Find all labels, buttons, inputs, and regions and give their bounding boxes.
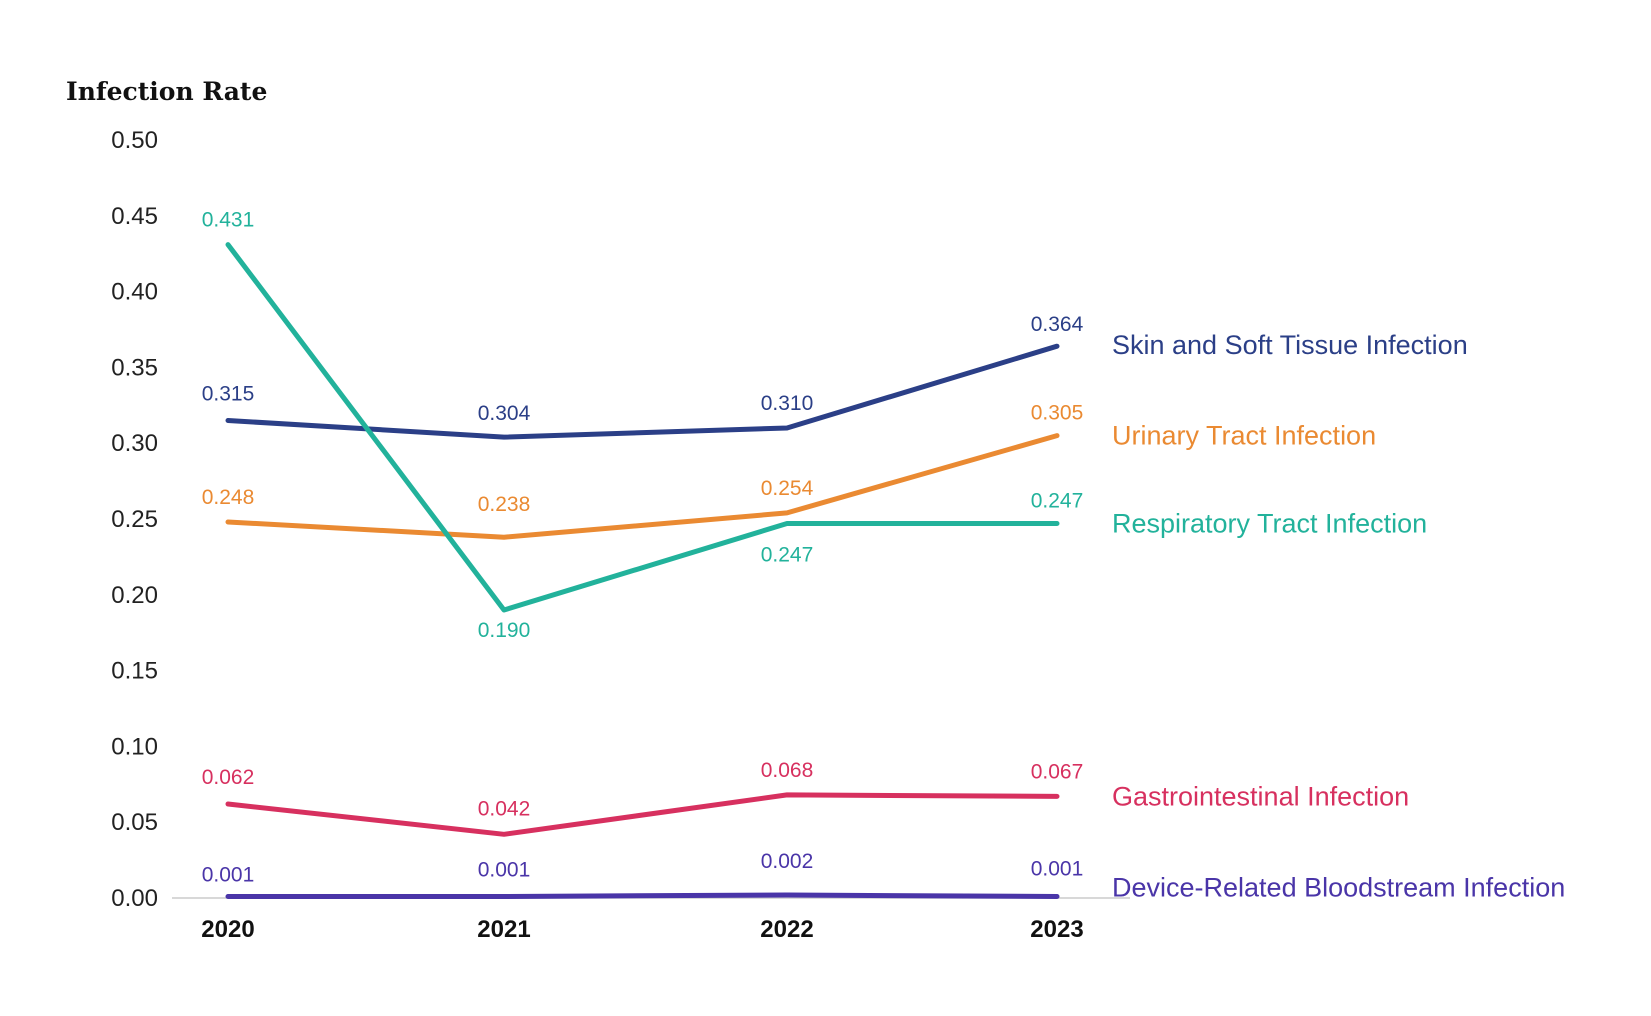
x-tick-label: 2020 bbox=[201, 916, 254, 943]
data-label: 0.068 bbox=[761, 759, 814, 782]
series-line bbox=[225, 343, 1060, 440]
data-label: 0.364 bbox=[1031, 313, 1084, 336]
series-name-label: Respiratory Tract Infection bbox=[1112, 509, 1427, 539]
y-tick-label: 0.25 bbox=[111, 506, 158, 533]
y-tick-label: 0.15 bbox=[111, 658, 158, 685]
data-label: 0.305 bbox=[1031, 402, 1084, 425]
y-tick-label: 0.30 bbox=[111, 430, 158, 457]
data-label: 0.304 bbox=[478, 402, 531, 425]
y-tick-label: 0.35 bbox=[111, 354, 158, 381]
y-tick-label: 0.00 bbox=[111, 885, 158, 912]
series-line bbox=[225, 433, 1060, 540]
series-name-label: Urinary Tract Infection bbox=[1112, 421, 1376, 451]
y-tick-label: 0.05 bbox=[111, 809, 158, 836]
data-label: 0.310 bbox=[761, 392, 814, 415]
y-tick-label: 0.40 bbox=[111, 279, 158, 306]
data-label: 0.248 bbox=[202, 486, 255, 509]
data-label: 0.315 bbox=[202, 382, 255, 405]
data-label: 0.001 bbox=[202, 863, 255, 886]
series-name-label: Gastrointestinal Infection bbox=[1112, 781, 1409, 811]
data-label: 0.431 bbox=[202, 209, 255, 232]
data-label: 0.254 bbox=[761, 477, 814, 500]
data-labels: 0.315 0.304 0.310 0.364 0.248 0.238 0.254 0.305… bbox=[202, 209, 1084, 887]
data-label: 0.247 bbox=[761, 544, 814, 567]
data-label: 0.190 bbox=[478, 619, 531, 642]
series-line bbox=[225, 892, 1060, 899]
x-tick-label: 2023 bbox=[1030, 916, 1083, 943]
data-label: 0.247 bbox=[1031, 490, 1084, 513]
x-axis-ticks: 2020 2021 2022 2023 bbox=[201, 916, 1083, 943]
x-tick-label: 2022 bbox=[760, 916, 813, 943]
y-tick-label: 0.20 bbox=[111, 582, 158, 609]
x-tick-label: 2021 bbox=[477, 916, 530, 943]
data-label: 0.238 bbox=[478, 493, 531, 516]
y-tick-label: 0.50 bbox=[111, 127, 158, 154]
data-label: 0.001 bbox=[1031, 857, 1084, 880]
series-name-label: Device-Related Bloodstream Infection bbox=[1112, 872, 1565, 902]
series-labels: Skin and Soft Tissue Infection Urinary Tr… bbox=[1112, 330, 1565, 902]
series-line bbox=[225, 242, 1060, 613]
data-label: 0.062 bbox=[202, 766, 255, 789]
y-axis-title: Infection Rate bbox=[66, 77, 267, 106]
series-line bbox=[225, 792, 1060, 837]
y-tick-label: 0.45 bbox=[111, 203, 158, 230]
data-label: 0.002 bbox=[761, 850, 814, 873]
series-name-label: Skin and Soft Tissue Infection bbox=[1112, 330, 1468, 360]
data-label: 0.067 bbox=[1031, 760, 1084, 783]
y-axis-ticks: 0.00 0.05 0.10 0.15 0.20 0.25 0.30 0.35 0.40 0.45… bbox=[111, 127, 158, 912]
series-lines bbox=[225, 242, 1060, 899]
data-label: 0.042 bbox=[478, 797, 531, 820]
data-label: 0.001 bbox=[478, 858, 531, 881]
y-tick-label: 0.10 bbox=[111, 733, 158, 760]
